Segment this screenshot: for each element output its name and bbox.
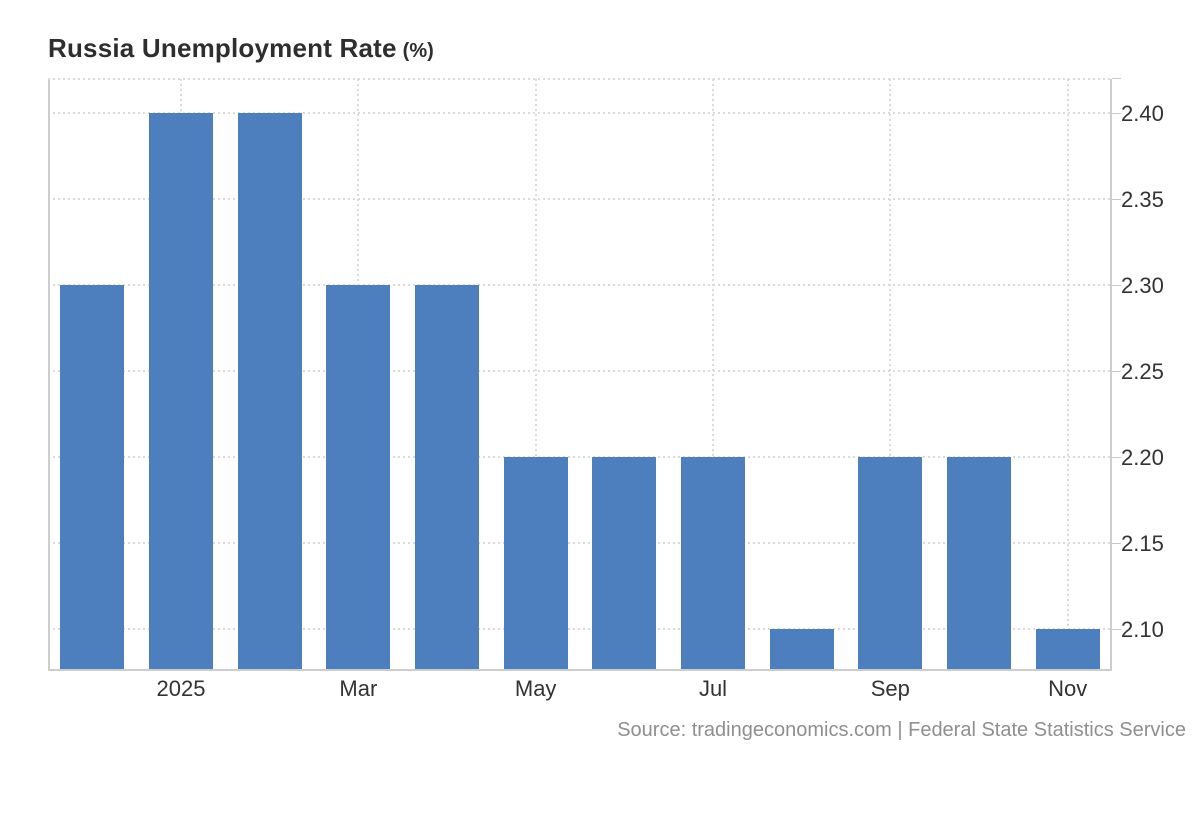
bar[interactable] — [149, 113, 213, 669]
x-tick-label: 2025 — [156, 676, 206, 701]
y-tick-label: 2.20 — [1121, 445, 1164, 471]
y-axis-tick — [1112, 113, 1121, 115]
chart-title-unit: (%) — [402, 40, 434, 62]
x-tick-label: Mar — [339, 676, 378, 701]
y-tick-label: 2.25 — [1121, 359, 1164, 385]
y-tick-label: 2.35 — [1121, 187, 1164, 213]
x-tick-label: May — [514, 676, 557, 701]
bar[interactable] — [681, 457, 745, 669]
y-tick-label: 2.30 — [1121, 273, 1164, 299]
h-gridline — [48, 198, 1112, 201]
h-gridline — [48, 542, 1112, 545]
bar[interactable] — [769, 629, 834, 669]
h-gridline — [48, 112, 1112, 115]
y-axis-line-left — [48, 79, 50, 671]
y-tick-label: 2.40 — [1121, 101, 1164, 127]
x-tick-label: Nov — [1048, 676, 1088, 701]
bar[interactable] — [503, 457, 568, 669]
h-gridline — [48, 628, 1112, 631]
chart-title: Russia Unemployment Rate (%) — [48, 33, 434, 64]
plot-area — [48, 79, 1112, 669]
bar[interactable] — [947, 457, 1011, 669]
y-tick-label: 2.10 — [1121, 617, 1164, 643]
plot-top-border — [48, 78, 1112, 80]
h-gridline — [48, 370, 1112, 373]
x-axis-line — [48, 669, 1112, 671]
v-gridline — [1066, 79, 1069, 669]
y-tick-label: 2.15 — [1121, 531, 1164, 557]
y-axis-tick — [1112, 543, 1121, 545]
source-attribution: Source: tradingeconomics.com | Federal S… — [617, 719, 1186, 741]
h-gridline — [48, 456, 1112, 459]
bar[interactable] — [415, 285, 479, 669]
y-axis-tick — [1112, 78, 1121, 79]
chart-title-main: Russia Unemployment Rate — [48, 33, 397, 63]
bar[interactable] — [237, 113, 302, 669]
bar[interactable] — [858, 457, 923, 669]
y-axis-line-right — [1110, 79, 1112, 671]
bar[interactable] — [592, 457, 657, 669]
y-axis-tick — [1112, 371, 1121, 373]
v-gridline — [534, 79, 537, 669]
bar[interactable] — [60, 285, 125, 669]
bar[interactable] — [326, 285, 391, 669]
bar[interactable] — [1035, 629, 1100, 669]
h-gridline — [48, 284, 1112, 287]
v-gridline — [889, 79, 892, 669]
y-axis-tick — [1112, 199, 1121, 201]
y-axis-tick — [1112, 457, 1121, 459]
x-tick-label: Sep — [870, 676, 910, 701]
v-gridline — [712, 79, 714, 669]
y-axis-tick — [1112, 629, 1121, 631]
x-tick-label: Jul — [698, 676, 728, 701]
y-axis-tick — [1112, 285, 1121, 287]
